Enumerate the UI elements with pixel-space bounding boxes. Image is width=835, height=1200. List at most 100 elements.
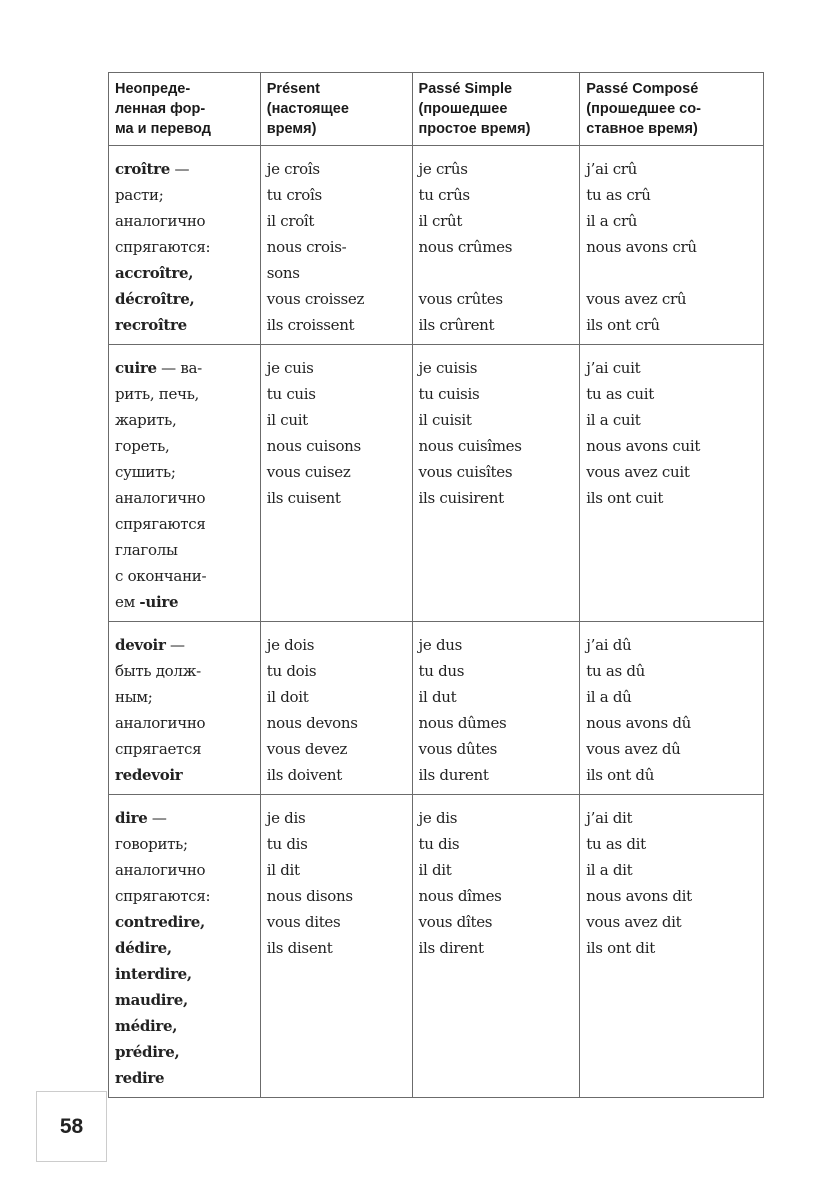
conjugation-line: vous crûtes	[418, 290, 503, 308]
infinitive-line: жарить,	[115, 407, 254, 433]
conjugation-line: nous avons dit	[586, 887, 692, 905]
conjugation-line: tu cuis	[266, 385, 316, 403]
infinitive-line: dédire,	[115, 935, 254, 961]
conjugation-line: il a cuit	[586, 411, 641, 429]
verb-row: devoir — быть долж-ным; аналогично спрягает…	[108, 621, 764, 795]
conjugation-line: je croîs	[266, 160, 320, 178]
conjugation-line: il doit	[266, 688, 309, 706]
conjugation-line: il a crû	[586, 212, 638, 230]
verb-term: médire,	[115, 1017, 178, 1035]
infinitive-line: аналогично	[115, 485, 254, 511]
verb-term: devoir	[115, 636, 166, 654]
conjugation-line: tu cuisis	[418, 385, 480, 403]
conjugation-line: nous cuisîmes	[418, 437, 522, 455]
verb-term: redire	[115, 1069, 165, 1087]
conjugation-line: nous cuisons	[266, 437, 361, 455]
infinitive-line: аналогично	[115, 710, 254, 736]
verb-term: redevoir	[115, 766, 183, 784]
conjugation-line: ils ont cuit	[586, 489, 664, 507]
verb-term: prédire,	[115, 1043, 180, 1061]
verb-term: contredire,	[115, 913, 205, 931]
header-infinitive: Неопреде-ленная фор-ма и перевод	[108, 72, 261, 146]
conjugation-line: vous devez	[266, 740, 348, 758]
conjugation-line: je dois	[266, 636, 315, 654]
conjugation-line: il dit	[418, 861, 452, 879]
verb-term: -uire	[139, 593, 179, 611]
infinitive-line: говорить;	[115, 831, 254, 857]
infinitive-line: с окончани-	[115, 563, 254, 589]
verb-term: dédire,	[115, 939, 172, 957]
conjugation-line: nous avons crû	[586, 238, 697, 256]
infinitive-line: ем -uire	[115, 589, 254, 615]
header-passe-compose: Passé Composé (прошедшее со-ставное время…	[579, 72, 764, 146]
header-line: Passé Simple	[418, 81, 513, 97]
infinitive-line: redire	[115, 1065, 254, 1091]
present-cell: je croîs tu croîs il croît nous crois-sons v…	[259, 145, 413, 345]
header-line: Неопреде-	[115, 81, 191, 97]
present-cell: je dois tu dois il doit nous devons vous dev…	[259, 621, 413, 795]
infinitive-line: décroître,	[115, 286, 254, 312]
conjugation-line: vous avez dû	[586, 740, 681, 758]
page-number: 58	[36, 1091, 107, 1162]
infinitive-cell: cuire — ва-рить, печь, жарить, гореть, суши…	[108, 344, 261, 622]
passe-simple-cell: je dus tu dus il dut nous dûmes vous dûtes il…	[411, 621, 581, 795]
translation-text: —	[165, 636, 185, 654]
conjugation-line: ils croissent	[266, 316, 355, 334]
conjugation-table: Неопреде-ленная фор-ма и перевод Présent (…	[108, 72, 764, 1098]
conjugation-line: ils ont dit	[586, 939, 655, 957]
conjugation-line: ils ont dû	[586, 766, 655, 784]
header-line: время)	[266, 121, 317, 137]
conjugation-line: vous dites	[266, 913, 341, 931]
translation-text: аналогично	[115, 489, 206, 507]
conjugation-line: vous croissez	[266, 290, 365, 308]
header-line: Passé Composé	[586, 81, 699, 97]
conjugation-line: tu as crû	[586, 186, 651, 204]
infinitive-line: croître —	[115, 156, 254, 182]
header-present: Présent (настоящее время)	[259, 72, 413, 146]
conjugation-line: nous crois-	[266, 238, 347, 256]
conjugation-line: vous cuisez	[266, 463, 351, 481]
verb-row: dire — говорить; аналогично спрягаются: cont…	[108, 794, 764, 1098]
conjugation-line: tu dois	[266, 662, 317, 680]
conjugation-line: il crût	[418, 212, 463, 230]
verb-term: accroître,	[115, 264, 194, 282]
conjugation-line: vous avez dit	[586, 913, 682, 931]
conjugation-line: ils disent	[266, 939, 333, 957]
infinitive-line: maudire,	[115, 987, 254, 1013]
translation-text: —	[147, 809, 167, 827]
verb-row: cuire — ва-рить, печь, жарить, гореть, суши…	[108, 344, 764, 622]
header-line: простое время)	[418, 121, 531, 137]
conjugation-line: je cuisis	[418, 359, 478, 377]
translation-text: гореть,	[115, 437, 170, 455]
translation-text: рить, печь,	[115, 385, 200, 403]
conjugation-line: il a dû	[586, 688, 632, 706]
header-row: Неопреде-ленная фор-ма и перевод Présent (…	[108, 72, 764, 146]
conjugation-line: il a dit	[586, 861, 633, 879]
conjugation-line	[419, 260, 574, 286]
verb-row: croître — расти; аналогично спрягаются: accr…	[108, 145, 764, 345]
header-line: ма и перевод	[115, 121, 211, 137]
infinitive-line: спрягаются:	[115, 234, 254, 260]
infinitive-line: аналогично	[115, 208, 254, 234]
conjugation-line: nous devons	[266, 714, 358, 732]
translation-text: сушить;	[115, 463, 176, 481]
infinitive-cell: croître — расти; аналогично спрягаются: accr…	[108, 145, 261, 345]
infinitive-line: prédire,	[115, 1039, 254, 1065]
conjugation-line: j’ai cuit	[586, 359, 641, 377]
conjugation-line: tu dis	[418, 835, 460, 853]
conjugation-line: ils ont crû	[586, 316, 660, 334]
passe-compose-cell: j’ai dit tu as dit il a dit nous avons dit v…	[579, 794, 764, 1098]
conjugation-line: tu dis	[266, 835, 308, 853]
conjugation-line: j’ai crû	[586, 160, 638, 178]
conjugation-line: nous crûmes	[418, 238, 513, 256]
infinitive-line: médire,	[115, 1013, 254, 1039]
conjugation-line: ils doivent	[266, 766, 343, 784]
translation-text: аналогично	[115, 714, 206, 732]
conjugation-line: il dit	[266, 861, 300, 879]
infinitive-line: cuire — ва-	[115, 355, 254, 381]
header-line: (прошедшее	[418, 101, 508, 117]
conjugation-line: j’ai dû	[586, 636, 632, 654]
conjugation-line: il cuit	[266, 411, 308, 429]
translation-text: быть долж-	[115, 662, 201, 680]
conjugation-line: je cuis	[266, 359, 314, 377]
